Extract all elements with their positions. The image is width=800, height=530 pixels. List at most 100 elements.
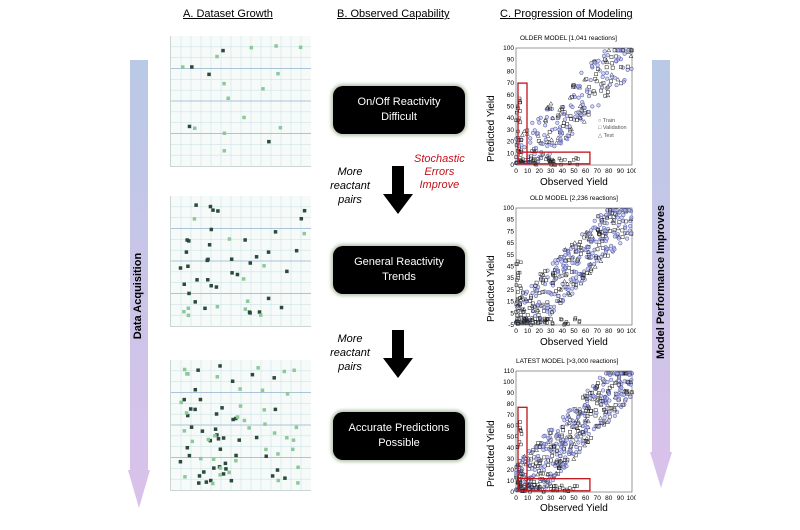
scatter-point <box>575 249 580 254</box>
scatter-point <box>578 446 582 451</box>
plot-legend-older: ○ Train □ Validation △ Test <box>598 118 627 139</box>
scatter-point <box>546 463 551 467</box>
scatter-point <box>595 398 600 403</box>
scatter-point <box>616 383 621 388</box>
scatter-point <box>518 297 524 302</box>
scatter-point <box>609 55 614 59</box>
scatter-point <box>568 418 573 423</box>
scatter-point <box>531 148 537 154</box>
scatter-point <box>549 140 554 146</box>
scatter-point <box>600 239 605 243</box>
scatter-point <box>577 255 582 260</box>
scatter-point <box>522 145 527 150</box>
scatter-point <box>550 115 556 120</box>
scatter-point <box>604 401 609 406</box>
scatter-point <box>550 261 555 266</box>
down-arrow-2 <box>383 330 413 378</box>
scatter-point <box>570 291 575 296</box>
scatter-point <box>555 429 561 434</box>
y-tick-label: 90 <box>507 390 515 397</box>
header-dataset-growth: A. Dataset Growth <box>183 8 273 20</box>
scatter-point <box>542 464 547 469</box>
scatter-point <box>616 398 621 403</box>
scatter-point <box>534 447 540 452</box>
scatter-point <box>566 408 571 413</box>
scatter-point <box>570 255 575 260</box>
scatter-point <box>556 113 561 118</box>
heatmap-cell <box>272 376 276 380</box>
scatter-point <box>574 417 579 423</box>
scatter-point <box>545 484 549 488</box>
scatter-point <box>601 382 606 387</box>
heatmap-cell <box>193 300 197 304</box>
scatter-point <box>589 64 595 69</box>
scatter-point <box>568 246 573 251</box>
heatmap-cell <box>230 379 235 384</box>
scatter-point <box>615 225 621 231</box>
highlight-box-horizontal <box>517 151 591 165</box>
y-tick-label: 85 <box>507 217 515 224</box>
scatter-point <box>529 154 533 159</box>
scatter-point <box>602 415 607 420</box>
heatmap-cell <box>249 45 254 50</box>
scatter-point <box>585 439 591 444</box>
scatter-point <box>589 228 594 233</box>
model-performance-label: Model Performance Improves <box>655 204 667 359</box>
scatter-point <box>629 390 634 395</box>
heatmap-cell <box>222 81 226 86</box>
scatter-point <box>545 143 550 149</box>
scatter-point <box>558 301 563 305</box>
plot-xlabel-latest: Observed Yield <box>540 503 608 514</box>
y-tick-label: 50 <box>507 434 515 441</box>
scatter-point <box>544 157 548 162</box>
heatmap-cell <box>296 465 300 470</box>
x-tick-label: 100 <box>627 495 636 502</box>
scatter-point <box>602 378 607 383</box>
scatter-point <box>573 484 577 488</box>
scatter-point <box>610 384 614 388</box>
scatter-point <box>555 120 560 125</box>
scatter-point <box>604 70 610 75</box>
scatter-point <box>519 138 523 143</box>
heatmap-cell <box>276 452 280 456</box>
scatter-point <box>533 304 537 309</box>
scatter-point <box>604 236 609 241</box>
scatter-point <box>570 270 574 274</box>
heatmap-cell <box>235 415 240 419</box>
heatmap-cell <box>198 397 203 402</box>
heatmap-cell <box>199 456 203 461</box>
x-tick-label: 70 <box>594 495 602 502</box>
heatmap-cell <box>266 250 271 254</box>
scatter-point <box>538 320 543 324</box>
scatter-point <box>559 259 564 264</box>
scatter-point <box>601 81 606 85</box>
scatter-point <box>591 427 596 432</box>
x-tick-label: 60 <box>582 328 590 335</box>
scatter-point <box>606 226 611 231</box>
scatter-point <box>612 230 617 235</box>
heatmap-cell <box>294 425 299 430</box>
scatter-point <box>589 60 594 66</box>
scatter-point <box>522 316 527 321</box>
scatter-point <box>610 65 615 70</box>
plot-title-latest: LATEST MODEL [>3,000 reactions] <box>516 358 619 365</box>
scatter-point <box>609 243 614 248</box>
y-tick-label: 50 <box>507 104 515 111</box>
heatmap-cell <box>214 285 219 289</box>
scatter-point <box>575 434 580 439</box>
heatmap-cell <box>238 404 243 408</box>
scatter-point <box>521 306 527 311</box>
scatter-point <box>571 451 576 456</box>
scatter-point <box>588 261 594 266</box>
y-tick-label: 80 <box>507 68 515 75</box>
scatter-point <box>541 434 546 439</box>
scatter-point <box>516 290 520 294</box>
scatter-point <box>573 285 578 290</box>
heatmap-cell <box>209 283 213 288</box>
heatmap-cell <box>215 304 220 309</box>
scatter-point <box>557 127 562 132</box>
heatmap-cell <box>294 248 299 253</box>
scatter-point <box>568 128 572 133</box>
heatmap-cell <box>234 416 238 421</box>
x-tick-label: 20 <box>536 328 544 335</box>
